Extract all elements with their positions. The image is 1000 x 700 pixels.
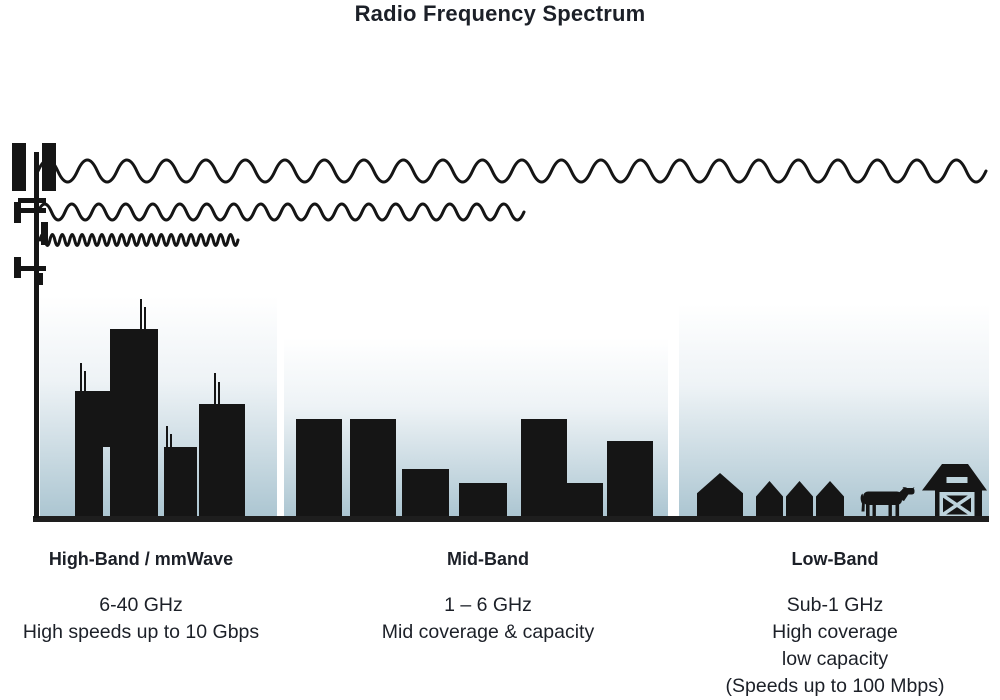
band-label-mid: Mid-Band 1 – 6 GHz Mid coverage & capaci…	[363, 549, 613, 646]
band-spec-line: (Speeds up to 100 Mbps)	[725, 675, 945, 697]
band-spec-line: High coverage	[772, 621, 898, 643]
building-silhouette	[350, 419, 396, 518]
skyscraper-silhouette	[98, 391, 111, 447]
barn-door-cross	[942, 494, 972, 516]
band-heading: Mid-Band	[447, 549, 529, 569]
building-silhouette	[459, 483, 507, 518]
tower-side-antenna	[41, 222, 48, 245]
rooftop-antenna	[214, 373, 216, 404]
tower-mast	[34, 152, 39, 518]
tower-crossarm	[18, 198, 46, 203]
band-spec-line: Mid coverage & capacity	[381, 621, 595, 643]
rooftop-antenna	[80, 363, 82, 391]
building-silhouette	[296, 419, 342, 518]
band-spec-line: 6-40 GHz	[99, 594, 183, 616]
rooftop-antenna	[84, 371, 86, 391]
building-silhouette	[567, 483, 603, 518]
skyscraper-silhouette	[199, 404, 245, 518]
band-label-low: Low-Band Sub-1 GHz High coverage low cap…	[710, 549, 960, 700]
tower-side-antenna	[14, 202, 21, 223]
barn-icon	[922, 464, 987, 518]
ground-line	[33, 516, 989, 522]
rooftop-antenna	[140, 299, 142, 329]
rooftop-antenna	[144, 307, 146, 329]
cow-icon	[860, 487, 915, 518]
building-silhouette	[521, 419, 567, 518]
tower-mast-stub	[37, 273, 43, 285]
skyscraper-silhouette	[110, 329, 158, 518]
tower-antenna-panel	[12, 143, 26, 191]
building-silhouette	[607, 441, 653, 518]
mid-frequency-medium-wave	[36, 202, 526, 222]
barn-loft-vent	[946, 477, 968, 483]
low-frequency-long-wave	[36, 158, 988, 184]
tower-side-antenna	[14, 257, 21, 278]
building-silhouette	[402, 469, 449, 518]
band-spec-line: 1 – 6 GHz	[444, 594, 532, 616]
band-heading: High-Band / mmWave	[48, 549, 234, 569]
diagram-title: Radio Frequency Spectrum	[354, 1, 646, 26]
band-spec-line: High speeds up to 10 Gbps	[22, 621, 260, 643]
tower-crossarm	[18, 266, 46, 271]
skyscraper-silhouette	[164, 447, 197, 518]
band-spec-line: Sub-1 GHz	[786, 594, 884, 616]
band-heading: Low-Band	[791, 549, 879, 569]
band-spec-line: low capacity	[781, 648, 889, 670]
tower-crossarm	[18, 208, 46, 213]
rooftop-antenna	[170, 434, 172, 447]
tower-antenna-panel	[42, 143, 56, 191]
band-label-high: High-Band / mmWave 6-40 GHz High speeds …	[15, 549, 267, 646]
rooftop-antenna	[218, 382, 220, 404]
rooftop-antenna	[166, 426, 168, 447]
high-frequency-short-wave	[38, 233, 240, 247]
